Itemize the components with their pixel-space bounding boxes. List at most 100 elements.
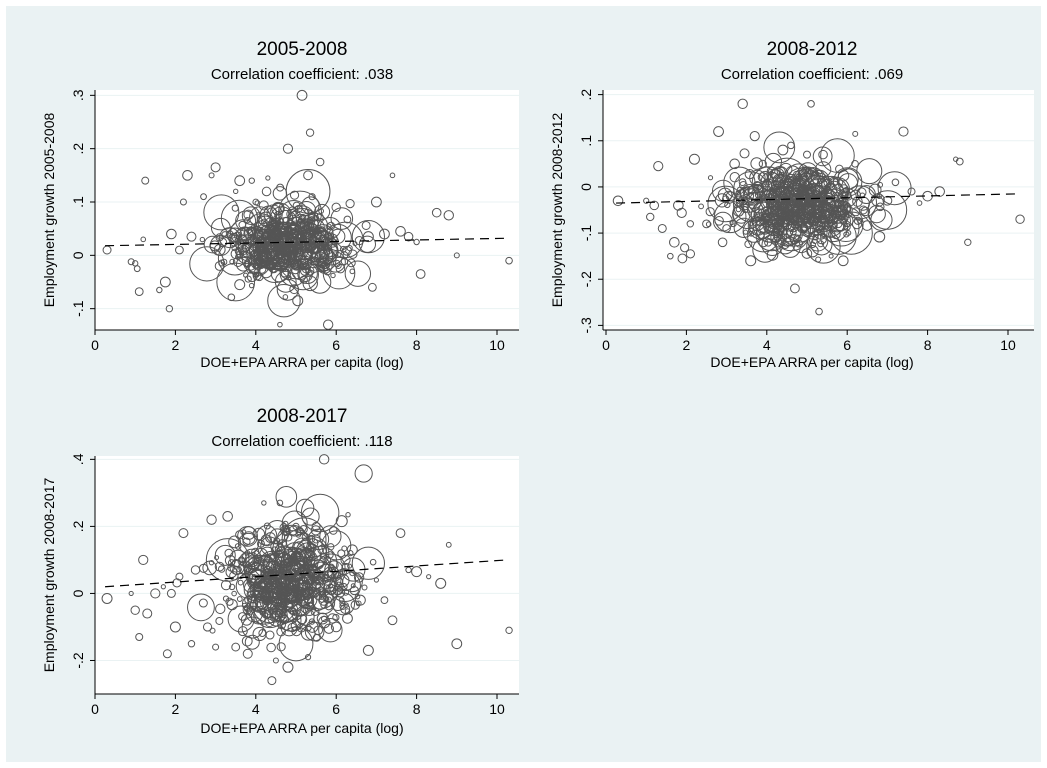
data-point [169,621,181,633]
data-point [166,588,176,598]
data-point [101,592,113,604]
data-point [318,617,343,643]
data-point [319,234,328,244]
data-point [252,198,260,206]
data-point [232,256,244,267]
data-point [345,199,355,209]
data-point [806,244,819,258]
data-point [266,207,278,219]
data-point [649,200,660,211]
data-point [285,168,331,214]
data-point [680,243,690,253]
data-point [286,208,297,220]
y-tick-label: 0 [70,251,86,259]
data-point [175,572,184,581]
y-tick-label: .1 [578,135,594,147]
x-tick-label: 0 [602,337,610,353]
data-point [265,532,276,543]
data-point [837,255,849,267]
data-point [159,276,171,288]
x-tick-label: 10 [1000,337,1016,353]
data-point [769,184,782,197]
data-point [815,256,822,263]
data-point [330,272,336,279]
data-point [133,265,141,273]
data-point [225,566,238,579]
data-point [141,176,150,185]
y-tick-label: .3 [70,89,86,101]
data-point [246,271,258,283]
data-point [319,525,342,548]
data-point [268,234,280,246]
data-point [330,207,354,230]
data-point [187,593,215,622]
y-tick-label: .4 [70,453,86,465]
x-tick-label: 6 [332,701,340,717]
data-point [186,231,197,242]
data-point [187,640,196,648]
data-point [244,234,267,257]
data-point [505,256,513,265]
data-point [234,175,246,187]
data-point [198,598,208,608]
data-point [340,554,351,565]
data-point [295,536,330,570]
fit-line [105,559,508,588]
data-point [812,238,818,245]
data-point [443,210,454,221]
data-point [214,555,220,561]
data-point [292,295,304,307]
data-point [790,220,801,230]
data-point [763,221,774,233]
data-point [165,304,174,313]
y-tick-label: -.3 [578,317,594,334]
x-tick-label: 2 [683,337,691,353]
data-point [698,203,704,210]
data-point [259,550,283,574]
data-point [236,596,243,602]
data-point [255,585,288,618]
data-point [312,563,342,594]
data-point [435,577,447,589]
data-point [405,566,412,574]
data-point [233,188,239,195]
data-point [311,521,321,531]
y-tick-label: 0 [578,183,594,191]
data-point [284,579,294,590]
chart-title: 2008-2012 [767,39,858,60]
data-point [292,522,300,530]
data-point [758,232,765,240]
data-point [313,215,320,221]
data-point [876,193,883,200]
data-point [178,528,189,539]
data-point [845,230,852,236]
fit-line [105,237,508,247]
y-tick-label: .1 [70,196,86,208]
data-point [761,212,771,222]
data-point [298,594,305,601]
data-point [717,237,728,248]
y-tick-label: 0 [70,589,86,597]
data-point [242,604,253,615]
data-point [431,207,442,218]
data-point [453,252,460,259]
data-point [256,539,265,548]
data-point [657,223,667,233]
data-point [505,626,513,635]
chart-subtitle: Correlation coefficient: .069 [721,66,903,83]
data-point [354,593,361,600]
data-point [276,642,286,652]
data-point [232,565,242,575]
data-point [267,676,277,686]
data-point [837,179,844,186]
data-point [735,186,763,213]
data-point [803,150,811,159]
data-point [214,561,225,572]
y-tick-label: -.1 [578,225,594,242]
data-point [290,258,303,271]
data-point [814,175,849,210]
x-tick-label: 0 [91,337,99,353]
data-point [308,618,316,625]
data-point [257,264,267,274]
data-point [332,613,340,622]
